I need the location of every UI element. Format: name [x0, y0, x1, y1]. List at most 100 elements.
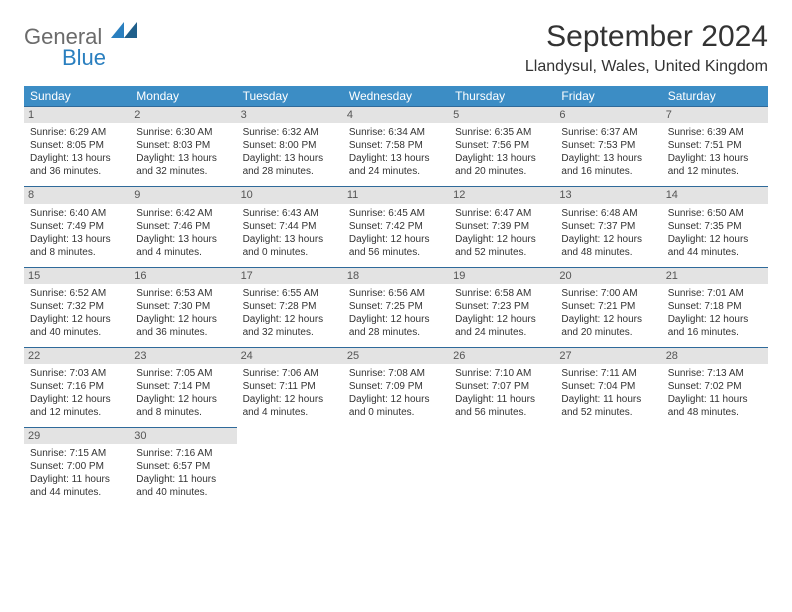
sunrise-line: Sunrise: 6:53 AM — [136, 287, 230, 300]
daylight-line: Daylight: 12 hours and 16 minutes. — [668, 313, 762, 339]
sunrise-line: Sunrise: 7:15 AM — [30, 447, 124, 460]
day-number: 4 — [343, 107, 449, 123]
daylight-line: Daylight: 11 hours and 40 minutes. — [136, 473, 230, 499]
day-cell: 8Sunrise: 6:40 AMSunset: 7:49 PMDaylight… — [24, 187, 130, 267]
daylight-line: Daylight: 12 hours and 44 minutes. — [668, 233, 762, 259]
day-number: 17 — [237, 268, 343, 284]
header: General Blue September 2024 Llandysul, W… — [24, 20, 768, 76]
daylight-line: Daylight: 13 hours and 12 minutes. — [668, 152, 762, 178]
day-number: 16 — [130, 268, 236, 284]
day-cell: 2Sunrise: 6:30 AMSunset: 8:03 PMDaylight… — [130, 107, 236, 187]
day-number: 13 — [555, 187, 661, 203]
day-cell: 14Sunrise: 6:50 AMSunset: 7:35 PMDayligh… — [662, 187, 768, 267]
sunset-line: Sunset: 7:11 PM — [243, 380, 337, 393]
sunrise-line: Sunrise: 7:00 AM — [561, 287, 655, 300]
daylight-line: Daylight: 11 hours and 48 minutes. — [668, 393, 762, 419]
sunrise-line: Sunrise: 6:45 AM — [349, 207, 443, 220]
sunset-line: Sunset: 7:32 PM — [30, 300, 124, 313]
day-cell: 10Sunrise: 6:43 AMSunset: 7:44 PMDayligh… — [237, 187, 343, 267]
daylight-line: Daylight: 12 hours and 8 minutes. — [136, 393, 230, 419]
day-number: 10 — [237, 187, 343, 203]
sunrise-line: Sunrise: 7:01 AM — [668, 287, 762, 300]
daylight-line: Daylight: 13 hours and 28 minutes. — [243, 152, 337, 178]
daylight-line: Daylight: 13 hours and 32 minutes. — [136, 152, 230, 178]
day-number: 14 — [662, 187, 768, 203]
empty-cell — [237, 428, 343, 508]
sunset-line: Sunset: 7:37 PM — [561, 220, 655, 233]
day-number: 18 — [343, 268, 449, 284]
daylight-line: Daylight: 12 hours and 48 minutes. — [561, 233, 655, 259]
daylight-line: Daylight: 12 hours and 0 minutes. — [349, 393, 443, 419]
title-block: September 2024 Llandysul, Wales, United … — [525, 20, 768, 76]
empty-cell — [343, 428, 449, 508]
sunset-line: Sunset: 7:04 PM — [561, 380, 655, 393]
day-cell: 22Sunrise: 7:03 AMSunset: 7:16 PMDayligh… — [24, 347, 130, 427]
daylight-line: Daylight: 12 hours and 28 minutes. — [349, 313, 443, 339]
day-cell: 25 Sunrise: 7:08 AMSunset: 7:09 PMDayligh… — [343, 347, 449, 427]
sunset-line: Sunset: 7:25 PM — [349, 300, 443, 313]
day-cell: 12Sunrise: 6:47 AMSunset: 7:39 PMDayligh… — [449, 187, 555, 267]
empty-cell — [662, 428, 768, 508]
sunrise-line: Sunrise: 6:32 AM — [243, 126, 337, 139]
sunset-line: Sunset: 7:51 PM — [668, 139, 762, 152]
sunrise-line: Sunrise: 7:06 AM — [243, 367, 337, 380]
sunset-line: Sunset: 7:49 PM — [30, 220, 124, 233]
sunset-line: Sunset: 7:07 PM — [455, 380, 549, 393]
day-number: 24 — [237, 348, 343, 364]
calendar-table: Sunday Monday Tuesday Wednesday Thursday… — [24, 86, 768, 507]
daylight-line: Daylight: 11 hours and 44 minutes. — [30, 473, 124, 499]
daylight-line: Daylight: 12 hours and 36 minutes. — [136, 313, 230, 339]
day-number: 25 — [343, 348, 449, 364]
weekday-header-row: Sunday Monday Tuesday Wednesday Thursday… — [24, 86, 768, 107]
weekday-header: Friday — [555, 86, 661, 107]
day-number: 30 — [130, 428, 236, 444]
sunset-line: Sunset: 7:39 PM — [455, 220, 549, 233]
day-cell: 20Sunrise: 7:00 AMSunset: 7:21 PMDayligh… — [555, 267, 661, 347]
logo-mark-icon — [111, 22, 137, 38]
weekday-header: Tuesday — [237, 86, 343, 107]
sunset-line: Sunset: 7:02 PM — [668, 380, 762, 393]
day-number: 8 — [24, 187, 130, 203]
day-number: 23 — [130, 348, 236, 364]
sunrise-line: Sunrise: 7:16 AM — [136, 447, 230, 460]
sunset-line: Sunset: 7:00 PM — [30, 460, 124, 473]
sunrise-line: Sunrise: 6:52 AM — [30, 287, 124, 300]
sunset-line: Sunset: 7:09 PM — [349, 380, 443, 393]
sunrise-line: Sunrise: 7:08 AM — [349, 367, 443, 380]
day-cell: 6Sunrise: 6:37 AMSunset: 7:53 PMDaylight… — [555, 107, 661, 187]
sunset-line: Sunset: 7:46 PM — [136, 220, 230, 233]
sunset-line: Sunset: 7:23 PM — [455, 300, 549, 313]
logo: General Blue — [24, 20, 137, 69]
sunrise-line: Sunrise: 6:43 AM — [243, 207, 337, 220]
sunset-line: Sunset: 8:05 PM — [30, 139, 124, 152]
sunrise-line: Sunrise: 6:42 AM — [136, 207, 230, 220]
sunset-line: Sunset: 7:58 PM — [349, 139, 443, 152]
sunset-line: Sunset: 7:16 PM — [30, 380, 124, 393]
day-cell: 28Sunrise: 7:13 AMSunset: 7:02 PMDayligh… — [662, 347, 768, 427]
day-number: 26 — [449, 348, 555, 364]
day-cell: 30 Sunrise: 7:16 AMSunset: 6:57 PMDayligh… — [130, 428, 236, 508]
sunrise-line: Sunrise: 6:48 AM — [561, 207, 655, 220]
sunset-line: Sunset: 7:30 PM — [136, 300, 230, 313]
day-cell: 23 Sunrise: 7:05 AMSunset: 7:14 PMDayligh… — [130, 347, 236, 427]
sunset-line: Sunset: 6:57 PM — [136, 460, 230, 473]
daylight-line: Daylight: 13 hours and 36 minutes. — [30, 152, 124, 178]
day-number: 5 — [449, 107, 555, 123]
daylight-line: Daylight: 12 hours and 52 minutes. — [455, 233, 549, 259]
calendar-row: 15Sunrise: 6:52 AMSunset: 7:32 PMDayligh… — [24, 267, 768, 347]
sunset-line: Sunset: 8:03 PM — [136, 139, 230, 152]
day-number: 19 — [449, 268, 555, 284]
calendar-row: 22Sunrise: 7:03 AMSunset: 7:16 PMDayligh… — [24, 347, 768, 427]
sunrise-line: Sunrise: 6:58 AM — [455, 287, 549, 300]
sunrise-line: Sunrise: 7:05 AM — [136, 367, 230, 380]
day-cell: 27Sunrise: 7:11 AMSunset: 7:04 PMDayligh… — [555, 347, 661, 427]
day-cell: 29 Sunrise: 7:15 AMSunset: 7:00 PMDayligh… — [24, 428, 130, 508]
sunset-line: Sunset: 7:14 PM — [136, 380, 230, 393]
sunrise-line: Sunrise: 6:47 AM — [455, 207, 549, 220]
day-number: 29 — [24, 428, 130, 444]
sunset-line: Sunset: 7:44 PM — [243, 220, 337, 233]
sunset-line: Sunset: 7:53 PM — [561, 139, 655, 152]
day-cell: 1Sunrise: 6:29 AMSunset: 8:05 PMDaylight… — [24, 107, 130, 187]
logo-text-blue: Blue — [62, 47, 137, 69]
weekday-header: Thursday — [449, 86, 555, 107]
